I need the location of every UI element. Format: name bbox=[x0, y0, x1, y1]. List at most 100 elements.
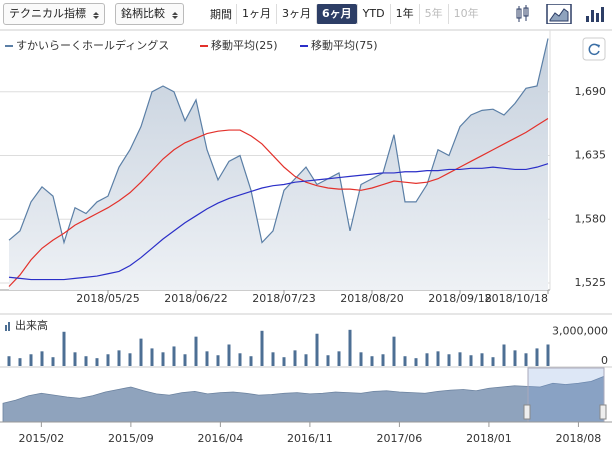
volume-bar bbox=[106, 354, 110, 366]
volume-bar bbox=[414, 358, 418, 366]
bar-icon[interactable] bbox=[586, 7, 604, 22]
volume-bar bbox=[271, 352, 275, 366]
x-tick-label: 2018/05/25 bbox=[76, 292, 139, 305]
volume-bar bbox=[73, 352, 77, 366]
volume-bar bbox=[150, 348, 154, 366]
legend-item: 移動平均(25) bbox=[200, 38, 278, 52]
volume-bar bbox=[546, 344, 550, 366]
x-tick-label: 2016/04 bbox=[198, 432, 244, 445]
volume-bar bbox=[348, 329, 352, 366]
volume-bar bbox=[315, 333, 319, 366]
volume-bar bbox=[535, 348, 539, 366]
volume-bar bbox=[513, 350, 517, 366]
volume-bar bbox=[249, 356, 253, 366]
volume-bar bbox=[84, 356, 88, 366]
volume-bar bbox=[117, 350, 121, 366]
refresh-button[interactable] bbox=[582, 37, 606, 61]
area-fill bbox=[9, 38, 548, 291]
y-tick-label: 1,525 bbox=[575, 276, 607, 289]
x-tick-label: 2015/09 bbox=[108, 432, 154, 445]
volume-bar bbox=[293, 350, 297, 366]
area-icon[interactable] bbox=[546, 4, 572, 24]
x-tick-label: 2018/08 bbox=[556, 432, 602, 445]
volume-bar bbox=[381, 354, 385, 366]
x-tick-label: 2016/11 bbox=[287, 432, 333, 445]
volume-bar bbox=[425, 353, 429, 366]
indicator-menu[interactable]: テクニカル指標 bbox=[3, 3, 105, 25]
y-tick-label: 1,635 bbox=[575, 149, 607, 162]
series-line bbox=[8, 38, 549, 245]
volume-bar bbox=[95, 358, 99, 366]
volume-bar bbox=[370, 356, 374, 366]
series-line bbox=[8, 163, 549, 281]
navigator-handle[interactable] bbox=[599, 404, 607, 420]
volume-bar bbox=[480, 353, 484, 366]
volume-bar bbox=[128, 353, 132, 366]
y-tick-label: 0 bbox=[601, 354, 608, 367]
legend-item: 移動平均(75) bbox=[300, 38, 378, 52]
volume-bar bbox=[161, 352, 165, 366]
y-tick-label: 1,580 bbox=[575, 212, 607, 225]
volume-bar bbox=[216, 355, 220, 366]
refresh-icon bbox=[588, 43, 600, 56]
series-line bbox=[8, 117, 549, 287]
chart-type-icons bbox=[516, 4, 604, 24]
volume-bar bbox=[172, 346, 176, 366]
volume-bar bbox=[227, 344, 231, 366]
period-button[interactable]: 3ヶ月 bbox=[276, 4, 316, 24]
volume-bar bbox=[524, 353, 528, 366]
volume-bar bbox=[502, 344, 506, 366]
refresh-arrow bbox=[596, 44, 600, 48]
compare-menu[interactable]: 銘柄比較 bbox=[115, 3, 184, 25]
navigator-area bbox=[2, 375, 605, 423]
volume-bar bbox=[139, 338, 143, 366]
x-tick-label: 2018/07/23 bbox=[252, 292, 315, 305]
volume-bar bbox=[238, 353, 242, 366]
y-tick-label: 3,000,000 bbox=[552, 325, 608, 338]
volume-bar bbox=[491, 357, 495, 366]
legend-label: 移動平均(25) bbox=[211, 38, 278, 52]
x-tick-label: 2018/01 bbox=[466, 432, 512, 445]
candle-icon[interactable] bbox=[516, 5, 529, 22]
legend-label: 移動平均(75) bbox=[311, 38, 378, 52]
y-tick-label: 1,690 bbox=[575, 85, 607, 98]
legend-item: すかいらーくホールディングス bbox=[5, 38, 169, 52]
volume-bar bbox=[447, 354, 451, 366]
period-button[interactable]: 1年 bbox=[389, 4, 419, 24]
volume-bar bbox=[392, 336, 396, 366]
volume-icon bbox=[5, 322, 10, 331]
volume-bar bbox=[458, 352, 462, 366]
x-tick-label: 2017/06 bbox=[377, 432, 423, 445]
legend-label: すかいらーくホールディングス bbox=[16, 38, 169, 52]
period-button[interactable]: YTD bbox=[356, 4, 390, 24]
x-tick-label: 2018/06/22 bbox=[164, 292, 227, 305]
x-tick-label: 2018/08/20 bbox=[340, 292, 403, 305]
volume-bar bbox=[183, 354, 187, 366]
volume-bar bbox=[51, 357, 55, 366]
volume-bar bbox=[304, 354, 308, 366]
volume-bar bbox=[359, 352, 363, 366]
volume-bar bbox=[205, 351, 209, 366]
volume-bar bbox=[40, 351, 44, 366]
volume-bar bbox=[29, 354, 33, 366]
volume-bar bbox=[403, 356, 407, 366]
volume-bar bbox=[18, 358, 22, 366]
period-button[interactable]: 6ヶ月 bbox=[316, 4, 357, 24]
x-tick-label: 2015/02 bbox=[19, 432, 65, 445]
volume-bar bbox=[194, 336, 198, 366]
period-button: 10年 bbox=[447, 4, 484, 24]
period-label: 期間 bbox=[210, 8, 232, 21]
volume-bar bbox=[326, 355, 330, 366]
period-buttons: 1ヶ月 3ヶ月 6ヶ月 YTD 1年 5年 10年 bbox=[236, 4, 484, 24]
navigator-handle[interactable] bbox=[523, 404, 531, 420]
volume-bar bbox=[337, 351, 341, 366]
volume-bar bbox=[7, 356, 11, 366]
x-tick-label: 2018/09/18 bbox=[428, 292, 491, 305]
volume-title: 出来高 bbox=[15, 318, 48, 332]
period-button[interactable]: 1ヶ月 bbox=[236, 4, 276, 24]
volume-bar bbox=[282, 357, 286, 366]
period-button: 5年 bbox=[418, 4, 448, 24]
toolbar: テクニカル指標 銘柄比較 期間 1ヶ月 3ヶ月 6ヶ月 YTD 1年 5年 10年 bbox=[0, 0, 612, 28]
